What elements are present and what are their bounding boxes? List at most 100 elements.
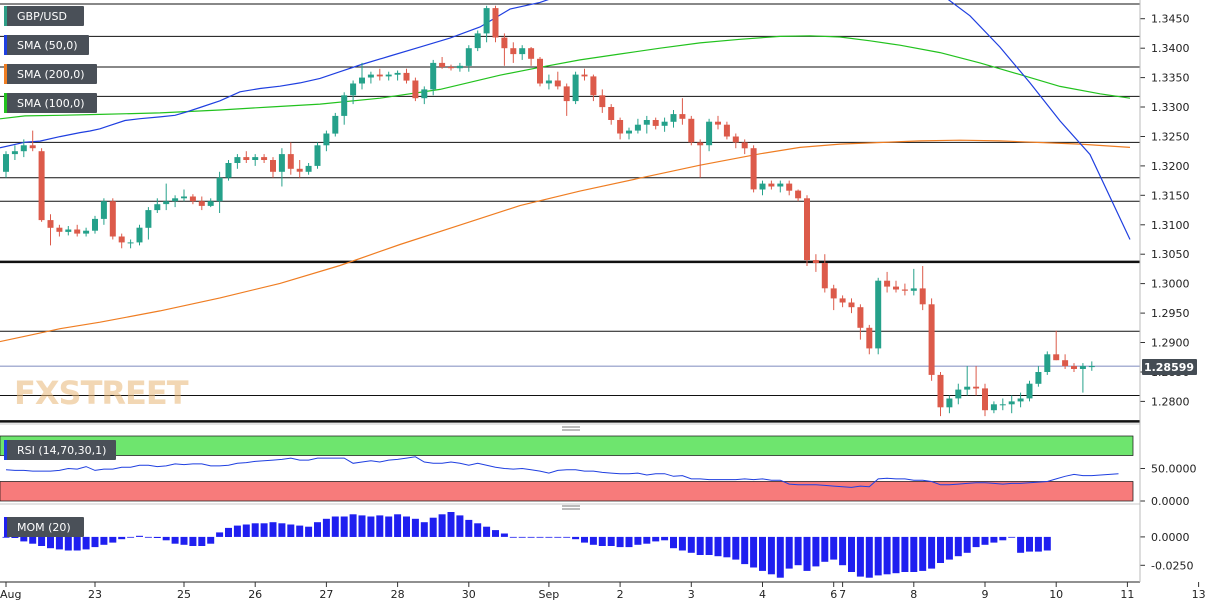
momentum-bar	[696, 536, 704, 555]
momentum-legend-label: MOM (20)	[17, 521, 71, 534]
candle-body	[1044, 354, 1051, 372]
momentum-bar	[1008, 536, 1016, 538]
candle-body	[92, 218, 98, 231]
momentum-bar	[207, 536, 215, 544]
x-tick-label: 3	[688, 588, 695, 601]
candle-body	[1053, 354, 1060, 361]
candle-body	[278, 154, 285, 172]
candle-body	[243, 157, 250, 160]
candle-body	[946, 398, 953, 408]
rsi-panel: 50.0000 0.0000 RSI (14,70,30,1)	[0, 435, 1197, 508]
candle-body	[83, 230, 90, 234]
candle-body	[56, 227, 63, 232]
price-tick-label: 1.3250	[1151, 131, 1190, 144]
momentum-bar	[171, 536, 179, 544]
candle-body	[47, 220, 54, 228]
momentum-bar	[349, 514, 357, 537]
candle-body	[172, 198, 179, 202]
candle-body	[937, 374, 944, 408]
candle-body	[109, 201, 116, 237]
candle-body	[652, 120, 659, 126]
momentum-bar	[527, 536, 535, 538]
momentum-bar	[394, 514, 402, 537]
momentum-bar	[563, 536, 571, 538]
candle-body	[163, 201, 170, 205]
candle-body	[38, 151, 45, 221]
candle-body	[1062, 360, 1069, 367]
candle-body	[759, 183, 766, 190]
momentum-bar	[180, 536, 188, 545]
price-tick-label: 1.3150	[1151, 189, 1190, 202]
candle-body	[679, 114, 686, 119]
candle-body	[207, 201, 214, 206]
momentum-bar	[919, 536, 927, 571]
legend-item-swatch	[4, 35, 7, 55]
momentum-bar	[385, 516, 393, 537]
candle-body	[270, 160, 276, 172]
momentum-bar	[901, 536, 909, 572]
panel-divider-2[interactable]	[0, 503, 1140, 510]
candle-body	[804, 198, 810, 261]
momentum-legend-box	[4, 517, 84, 537]
price-tick-label: 1.3300	[1151, 101, 1190, 114]
sma-100-path	[0, 35, 1131, 120]
rsi-legend: RSI (14,70,30,1)	[4, 440, 116, 460]
x-tick-label: 11	[1120, 588, 1134, 601]
momentum-bar	[287, 524, 295, 537]
candle-body	[145, 210, 152, 228]
watermark: FXSTREET	[14, 374, 189, 412]
legend-item-box	[4, 35, 89, 55]
candle-body	[1035, 372, 1042, 384]
candle-body	[839, 298, 846, 303]
price-tick-label: 1.2900	[1151, 337, 1190, 350]
candle-body	[964, 386, 971, 390]
momentum-bar	[38, 536, 46, 546]
candle-body	[154, 204, 161, 211]
momentum-bar	[91, 536, 99, 548]
momentum-bar	[981, 536, 989, 545]
rsi-line	[5, 456, 1119, 488]
legend-item-box	[4, 93, 97, 113]
candle-body	[367, 74, 374, 78]
momentum-bar	[225, 527, 232, 537]
sma-50-line	[0, 0, 1131, 240]
momentum-bar	[518, 536, 526, 538]
candle-body	[812, 260, 819, 263]
rsi-axis: 50.0000 0.0000	[1140, 463, 1197, 508]
candle-body	[901, 289, 908, 291]
momentum-bar	[367, 516, 375, 537]
candle-body	[777, 183, 784, 187]
momentum-bar	[198, 536, 206, 546]
momentum-bar	[162, 536, 170, 541]
x-tick-label: 30	[462, 588, 476, 601]
momentum-bar	[1026, 536, 1033, 552]
candle-body	[385, 74, 392, 77]
candle-body	[403, 72, 410, 81]
legend-item-label: GBP/USD	[17, 10, 67, 23]
candle-body	[519, 48, 526, 55]
price-tick-label: 1.2950	[1151, 307, 1190, 320]
momentum-bar	[661, 536, 669, 541]
momentum-bar	[492, 530, 499, 537]
candle-body	[563, 86, 570, 102]
momentum-bar	[447, 512, 455, 537]
momentum-bar	[456, 515, 464, 537]
candle-body	[510, 48, 517, 55]
rsi-legend-label: RSI (14,70,30,1)	[17, 444, 106, 457]
momentum-bar	[340, 516, 348, 537]
momentum-bar	[794, 536, 802, 566]
candle-body	[376, 74, 383, 77]
momentum-bar	[536, 536, 544, 538]
candle-body	[216, 177, 223, 202]
momentum-bar	[251, 523, 259, 537]
candle-body	[750, 148, 757, 190]
momentum-bar	[1017, 536, 1025, 553]
momentum-bar	[856, 536, 864, 577]
candle-body	[359, 77, 365, 84]
panel-divider-1[interactable]	[0, 423, 1140, 431]
candle-body	[830, 288, 837, 299]
candle-body	[1071, 366, 1077, 369]
x-tick-label: 7	[839, 588, 846, 601]
